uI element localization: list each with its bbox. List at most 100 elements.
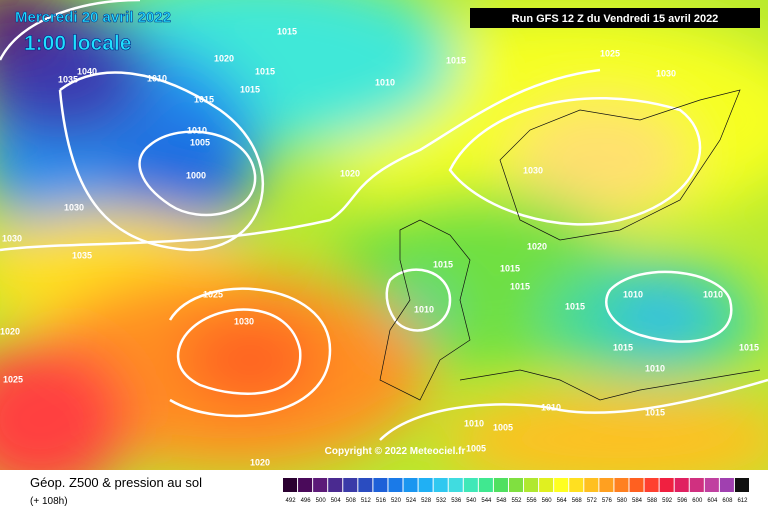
isobar-label: 1015 bbox=[433, 259, 453, 269]
isobar-label: 1010 bbox=[541, 402, 561, 412]
scale-label: 572 bbox=[587, 498, 598, 504]
scale-label: 584 bbox=[632, 498, 643, 504]
color-swatch bbox=[659, 478, 674, 492]
isobar-label: 1015 bbox=[277, 26, 297, 36]
scale-label: 596 bbox=[677, 498, 688, 504]
lead-time: (+ 108h) bbox=[30, 496, 68, 507]
isobar-label: 1010 bbox=[703, 289, 723, 299]
scale-label: 600 bbox=[692, 498, 703, 504]
scale-label: 524 bbox=[406, 498, 417, 504]
scale-label: 576 bbox=[602, 498, 613, 504]
local-time: 1:00 locale bbox=[24, 32, 131, 55]
scale-label: 556 bbox=[527, 498, 538, 504]
scale-label: 608 bbox=[722, 498, 733, 504]
scale-label: 532 bbox=[436, 498, 447, 504]
color-swatch bbox=[674, 478, 689, 492]
color-swatch bbox=[478, 478, 493, 492]
color-swatch bbox=[343, 478, 358, 492]
run-box bbox=[470, 8, 760, 28]
color-swatch bbox=[493, 478, 508, 492]
isobar-label: 1015 bbox=[565, 301, 585, 311]
color-swatch bbox=[524, 478, 539, 492]
isobar-label: 1030 bbox=[234, 316, 254, 326]
color-swatch bbox=[599, 478, 614, 492]
isobar-label: 1010 bbox=[187, 125, 207, 135]
isobar-label: 1015 bbox=[500, 263, 520, 273]
isobars bbox=[0, 0, 768, 441]
isobar-label: 1015 bbox=[446, 55, 466, 65]
run-info: Run GFS 12 Z du Vendredi 15 avril 2022 bbox=[512, 13, 719, 25]
isobar-label: 1015 bbox=[645, 407, 665, 417]
isobar-label: 1015 bbox=[240, 84, 260, 94]
scale-label: 548 bbox=[496, 498, 507, 504]
color-swatch bbox=[629, 478, 644, 492]
color-swatch bbox=[719, 478, 734, 492]
isobar-label: 1020 bbox=[214, 53, 234, 63]
isobar-label: 1015 bbox=[613, 342, 633, 352]
scale-label: 544 bbox=[481, 498, 492, 504]
scale-label: 504 bbox=[331, 498, 342, 504]
isobar-label: 1030 bbox=[64, 202, 84, 212]
isobar-label: 1020 bbox=[250, 457, 270, 467]
isobar-label: 1035 bbox=[72, 250, 92, 260]
isobar-label: 1020 bbox=[340, 168, 360, 178]
color-swatch bbox=[734, 478, 749, 492]
color-swatch bbox=[463, 478, 478, 492]
color-swatch bbox=[373, 478, 388, 492]
scale-label: 560 bbox=[542, 498, 553, 504]
isobar-label: 1010 bbox=[414, 304, 434, 314]
isobar-label: 1015 bbox=[739, 342, 759, 352]
isobar-label: 1000 bbox=[186, 170, 206, 180]
scale-label: 508 bbox=[346, 498, 357, 504]
isobar-label: 1030 bbox=[656, 68, 676, 78]
color-swatch bbox=[508, 478, 524, 492]
color-swatch bbox=[584, 478, 599, 492]
color-swatch bbox=[403, 478, 418, 492]
scale-label: 604 bbox=[707, 498, 718, 504]
color-swatch bbox=[298, 478, 313, 492]
isobar-label: 1035 bbox=[58, 74, 78, 84]
color-swatch bbox=[448, 478, 463, 492]
isobar-label: 1015 bbox=[510, 281, 530, 291]
color-swatch bbox=[644, 478, 659, 492]
coastlines bbox=[379, 89, 761, 401]
color-swatch bbox=[554, 478, 569, 492]
color-swatch bbox=[418, 478, 433, 492]
scale-label: 564 bbox=[557, 498, 568, 504]
copyright: Copyright © 2022 Meteociel.fr bbox=[325, 446, 466, 457]
isobar-label: 1010 bbox=[464, 418, 484, 428]
scale-label: 500 bbox=[316, 498, 327, 504]
scale-label: 528 bbox=[421, 498, 432, 504]
isobar-label: 1005 bbox=[190, 137, 210, 147]
valid-date: Mercredi 20 avril 2022 bbox=[15, 9, 171, 26]
isobar-label: 1020 bbox=[0, 326, 20, 336]
field bbox=[0, 0, 768, 500]
isobar-label: 1010 bbox=[623, 289, 643, 299]
color-swatch bbox=[433, 478, 448, 492]
isobar-label: 1015 bbox=[255, 66, 275, 76]
color-swatch bbox=[328, 478, 343, 492]
scale-label: 496 bbox=[301, 498, 312, 504]
isobar-label: 1005 bbox=[493, 422, 513, 432]
scale-label: 492 bbox=[286, 498, 297, 504]
scale-label: 552 bbox=[511, 498, 522, 504]
scale-label: 580 bbox=[617, 498, 628, 504]
color-swatch bbox=[614, 478, 629, 492]
scale-label: 588 bbox=[647, 498, 658, 504]
isobar-label: 1025 bbox=[600, 48, 620, 58]
scale-label: 512 bbox=[361, 498, 372, 504]
color-swatch bbox=[358, 478, 373, 492]
isobar-label: 1025 bbox=[3, 374, 23, 384]
color-swatch bbox=[313, 478, 328, 492]
scale-label: 516 bbox=[376, 498, 387, 504]
scale-label: 612 bbox=[737, 498, 748, 504]
scale-label: 592 bbox=[662, 498, 673, 504]
scale-label: 536 bbox=[451, 498, 462, 504]
isobar-label: 1010 bbox=[645, 363, 665, 373]
isobar-label: 1020 bbox=[527, 241, 547, 251]
isobar-label: 1030 bbox=[523, 165, 543, 175]
legend-title: Géop. Z500 & pression au sol bbox=[30, 475, 202, 490]
isobar-label: 1025 bbox=[203, 289, 223, 299]
color-swatch bbox=[689, 478, 704, 492]
isobar-label: 1010 bbox=[375, 77, 395, 87]
